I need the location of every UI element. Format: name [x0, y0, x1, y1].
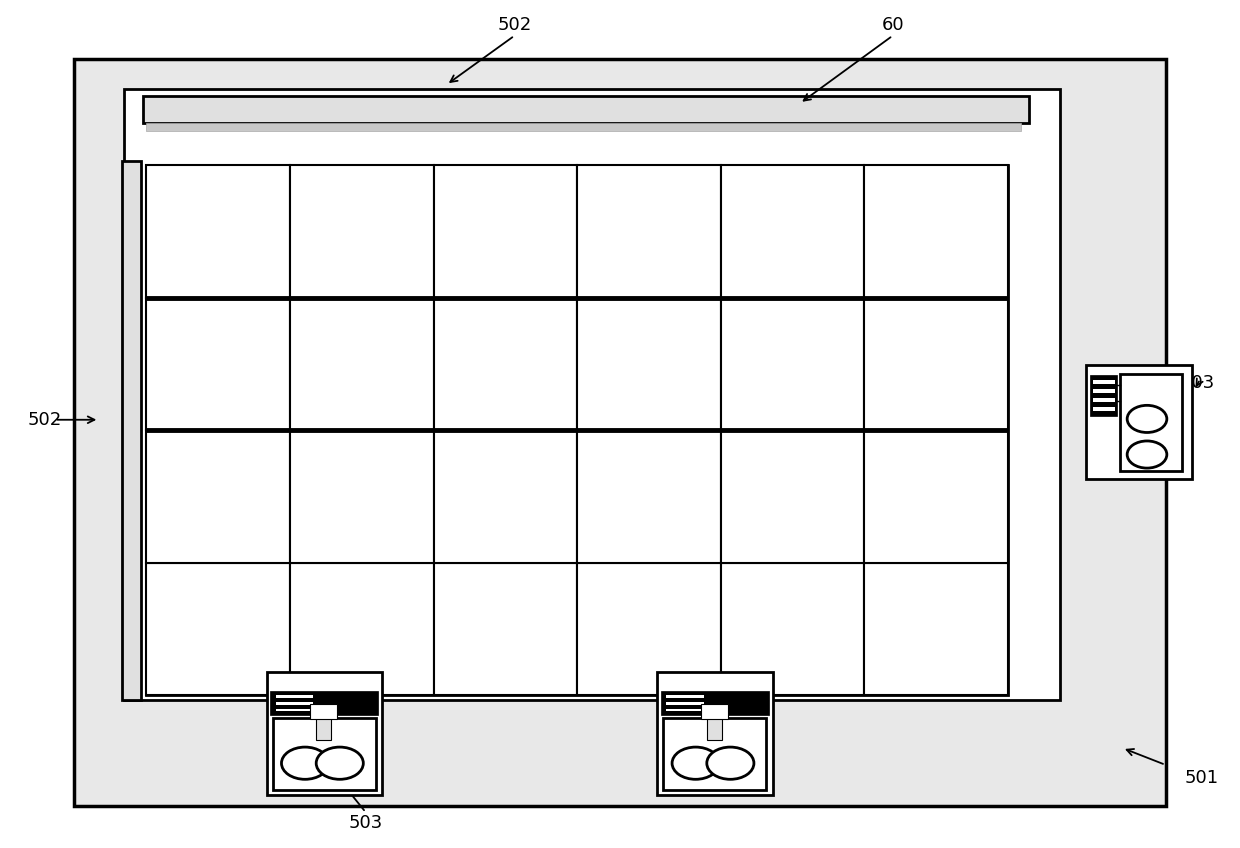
Bar: [663, 718, 766, 790]
Bar: [1090, 375, 1117, 416]
Circle shape: [1127, 405, 1167, 432]
Bar: [434, 563, 578, 695]
Bar: [577, 563, 720, 695]
Circle shape: [672, 747, 719, 779]
Bar: [290, 165, 434, 298]
Text: 503: 503: [1180, 374, 1215, 393]
Circle shape: [281, 747, 329, 779]
Bar: [577, 165, 720, 298]
Bar: [864, 563, 1008, 695]
Bar: [666, 709, 704, 711]
Bar: [720, 563, 864, 695]
Text: 60: 60: [882, 16, 904, 35]
Bar: [143, 96, 1029, 123]
Bar: [270, 691, 378, 715]
Bar: [701, 704, 728, 719]
Bar: [146, 165, 290, 298]
Bar: [434, 298, 578, 431]
Bar: [290, 563, 434, 695]
Bar: [290, 431, 434, 563]
Bar: [720, 431, 864, 563]
Bar: [1086, 365, 1192, 479]
Bar: [146, 123, 1021, 131]
Bar: [1092, 407, 1115, 411]
Bar: [146, 165, 1008, 695]
Text: 501: 501: [1184, 769, 1219, 788]
Bar: [310, 704, 337, 719]
Bar: [74, 59, 1166, 806]
Circle shape: [1127, 441, 1167, 468]
Bar: [661, 691, 769, 715]
Bar: [577, 431, 720, 563]
Bar: [146, 431, 290, 563]
Bar: [434, 165, 578, 298]
Bar: [275, 702, 314, 705]
Bar: [666, 702, 704, 705]
Bar: [290, 298, 434, 431]
Bar: [720, 165, 864, 298]
Bar: [146, 298, 290, 431]
Bar: [1092, 389, 1115, 393]
Bar: [666, 695, 704, 698]
Bar: [1120, 374, 1182, 471]
Bar: [864, 165, 1008, 298]
Bar: [316, 715, 331, 740]
Circle shape: [707, 747, 754, 779]
Bar: [275, 709, 314, 711]
Text: 502: 502: [497, 16, 532, 35]
Bar: [273, 718, 376, 790]
Bar: [267, 672, 382, 795]
Bar: [275, 695, 314, 698]
Circle shape: [316, 747, 363, 779]
Text: 503: 503: [348, 813, 383, 832]
Bar: [657, 672, 773, 795]
Bar: [1092, 399, 1115, 402]
Bar: [864, 298, 1008, 431]
Bar: [577, 298, 720, 431]
Bar: [864, 431, 1008, 563]
Bar: [720, 298, 864, 431]
Bar: [434, 431, 578, 563]
Bar: [124, 89, 1060, 700]
Text: 502: 502: [27, 410, 62, 429]
Bar: [1092, 380, 1115, 384]
Bar: [122, 161, 141, 700]
Bar: [146, 563, 290, 695]
Bar: [707, 715, 722, 740]
